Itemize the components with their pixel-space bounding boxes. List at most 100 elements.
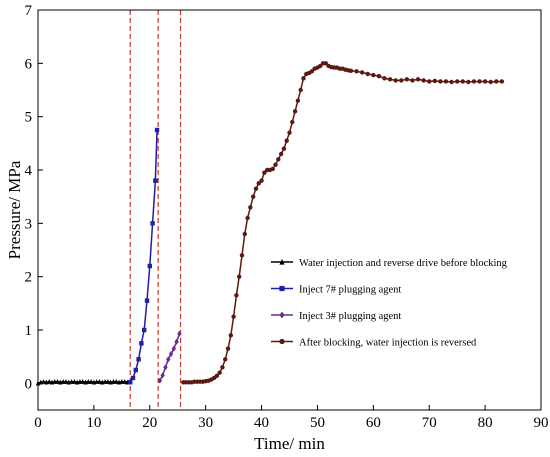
- legend: Water injection and reverse drive before…: [271, 258, 508, 349]
- data-point: [46, 379, 52, 384]
- data-point: [168, 351, 174, 357]
- legend-item: Inject 7# plugging agent: [271, 285, 401, 296]
- data-point: [225, 346, 231, 351]
- x-tick-label: 60: [366, 415, 381, 431]
- data-point: [174, 338, 179, 345]
- data-point: [292, 109, 298, 114]
- data-point: [72, 379, 77, 384]
- data-point: [259, 178, 264, 183]
- data-point: [166, 356, 171, 363]
- data-point: [63, 379, 69, 384]
- data-point: [122, 379, 127, 384]
- data-point: [157, 377, 163, 384]
- data-point: [301, 76, 306, 81]
- data-point: [130, 375, 136, 381]
- data-point: [220, 365, 225, 370]
- data-point: [147, 263, 152, 269]
- data-point: [270, 166, 275, 172]
- data-point: [427, 79, 432, 84]
- data-point: [284, 138, 289, 143]
- data-point: [154, 127, 160, 133]
- x-tick-label: 70: [422, 415, 437, 431]
- reference-lines: [129, 10, 182, 410]
- data-point: [133, 367, 139, 373]
- data-point: [466, 79, 471, 85]
- data-point: [359, 70, 365, 75]
- series-line: [37, 380, 131, 385]
- data-point: [97, 379, 102, 384]
- data-point: [309, 69, 315, 74]
- series: [181, 61, 505, 385]
- data-point: [150, 221, 155, 226]
- y-tick-label: 1: [25, 323, 33, 339]
- data-point: [144, 298, 150, 303]
- data-point: [94, 379, 99, 384]
- legend-item: After blocking, water injection is rever…: [271, 338, 477, 349]
- y-tick-label: 5: [25, 110, 33, 126]
- data-point: [454, 79, 460, 84]
- series-layer: [35, 61, 505, 386]
- legend-label: Inject 7# plugging agent: [299, 285, 401, 296]
- data-point: [387, 77, 393, 82]
- x-tick-label: 0: [34, 415, 42, 431]
- data-point: [60, 379, 66, 384]
- data-point: [141, 327, 147, 333]
- data-point: [86, 379, 91, 384]
- data-point: [438, 79, 443, 84]
- legend-label: After blocking, water injection is rever…: [299, 338, 477, 349]
- data-point: [55, 379, 60, 384]
- data-point: [482, 79, 488, 84]
- data-point: [171, 345, 177, 352]
- data-point: [410, 78, 415, 83]
- data-point: [298, 87, 303, 93]
- legend-label: Water injection and reverse drive before…: [299, 258, 508, 269]
- data-point: [105, 379, 111, 384]
- x-tick-label: 80: [478, 415, 493, 431]
- data-point: [421, 78, 426, 83]
- data-point: [371, 72, 376, 78]
- data-point: [245, 215, 250, 221]
- data-point: [281, 146, 287, 151]
- series: [157, 330, 182, 384]
- x-tick-label: 50: [310, 415, 325, 431]
- data-point: [287, 130, 292, 135]
- data-point: [114, 379, 119, 384]
- data-point: [279, 311, 285, 319]
- data-point: [248, 205, 253, 210]
- data-point: [177, 330, 182, 337]
- data-point: [262, 170, 267, 175]
- data-point: [228, 333, 234, 338]
- data-point: [365, 71, 370, 77]
- data-point: [279, 338, 285, 345]
- data-point: [399, 78, 404, 83]
- x-tick-label: 90: [534, 415, 549, 431]
- series: [128, 127, 160, 385]
- data-point: [136, 357, 141, 362]
- data-point: [354, 69, 359, 74]
- axes: 0 10 20 30 40 50 60 70 80 90 0 1 2 3 4 5 6 7: [25, 3, 549, 431]
- data-point: [111, 379, 116, 384]
- data-point: [234, 293, 239, 298]
- data-point: [231, 314, 236, 319]
- data-point: [278, 151, 284, 157]
- data-point: [443, 79, 449, 84]
- data-point: [239, 253, 245, 258]
- data-point: [432, 78, 438, 84]
- y-axis-title: Pressure/ MPa: [5, 160, 24, 259]
- y-tick-label: 3: [25, 216, 33, 232]
- data-point: [223, 357, 228, 362]
- data-point: [214, 373, 220, 379]
- data-point: [69, 379, 74, 384]
- legend-item: Water injection and reverse drive before…: [271, 258, 508, 269]
- data-point: [139, 341, 144, 346]
- data-point: [77, 379, 83, 384]
- data-point: [119, 379, 125, 384]
- data-point: [242, 231, 247, 237]
- data-point: [163, 364, 168, 371]
- data-point: [88, 379, 94, 384]
- data-point: [256, 181, 261, 186]
- data-point: [318, 63, 323, 69]
- x-tick-label: 30: [198, 415, 213, 431]
- data-point: [217, 370, 222, 375]
